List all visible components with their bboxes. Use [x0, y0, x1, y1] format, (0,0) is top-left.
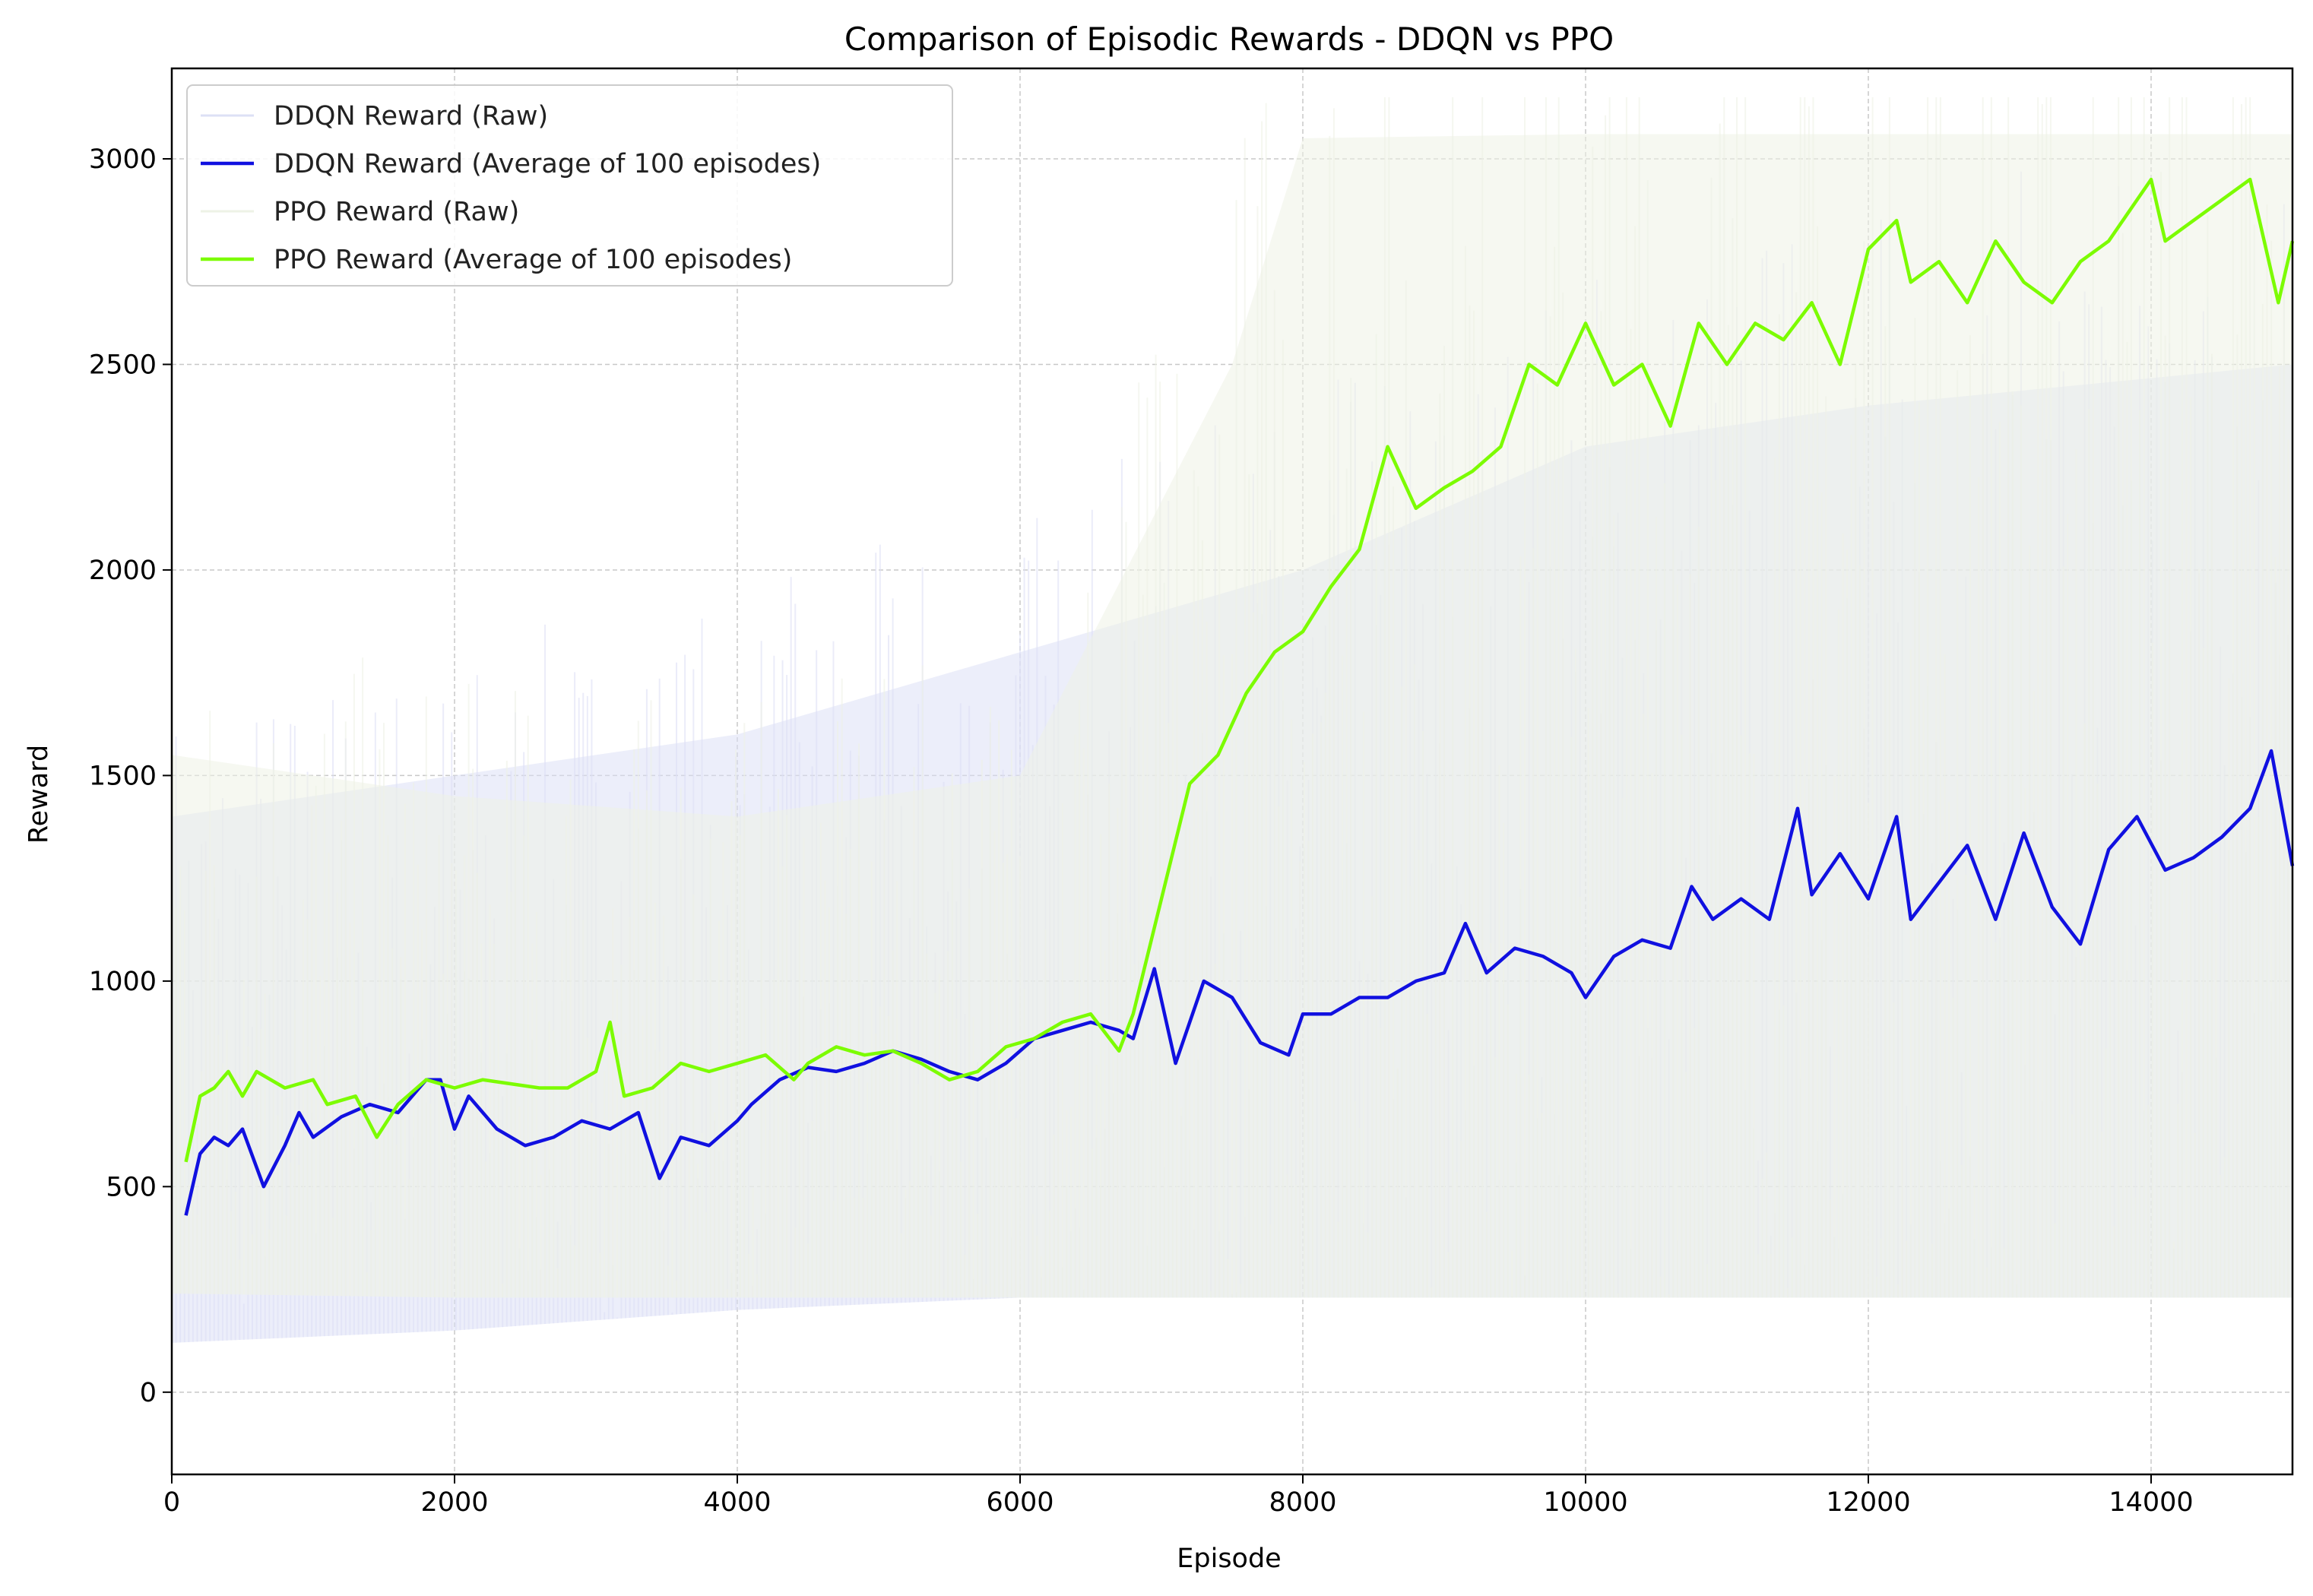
legend: DDQN Reward (Raw) DDQN Reward (Average of… [186, 84, 953, 287]
average-reward-line [184, 749, 2295, 1216]
x-tick-label: 0 [163, 1487, 180, 1518]
plot-frame [170, 67, 2294, 1476]
y-tick-label: 2500 [89, 350, 157, 380]
x-axis-title: Episode [1177, 1544, 1281, 1574]
x-tick-label: 4000 [703, 1487, 771, 1518]
x-tick-label: 8000 [1269, 1487, 1336, 1518]
y-tick-label: 1500 [89, 761, 157, 791]
legend-box [186, 84, 953, 287]
x-tick-label: 14000 [2109, 1487, 2193, 1518]
average-reward-line [184, 177, 2295, 1163]
legend-label: DDQN Reward (Average of 100 episodes) [274, 149, 821, 179]
y-tick-label: 0 [140, 1378, 157, 1408]
chart-title: Comparison of Episodic Rewards - DDQN vs… [844, 21, 1614, 58]
y-tick-label: 1000 [89, 967, 157, 997]
legend-label: PPO Reward (Raw) [274, 197, 519, 227]
x-tick-label: 6000 [986, 1487, 1054, 1518]
x-tick-label: 2000 [420, 1487, 488, 1518]
legend-label: DDQN Reward (Raw) [274, 101, 548, 131]
axis-ticks: 0 2000 4000 6000 8000 10000 12000 14000 0 500 1000… [89, 144, 2194, 1518]
y-tick-label: 3000 [89, 144, 157, 175]
x-tick-label: 12000 [1826, 1487, 1910, 1518]
y-axis-title: Reward [24, 745, 54, 844]
x-tick-label: 10000 [1543, 1487, 1627, 1518]
raw-reward-bands [171, 97, 2293, 1343]
legend-label: PPO Reward (Average of 100 episodes) [274, 245, 792, 275]
y-tick-label: 2000 [89, 556, 157, 586]
y-tick-label: 500 [106, 1172, 157, 1202]
series-lines [184, 177, 2295, 1216]
